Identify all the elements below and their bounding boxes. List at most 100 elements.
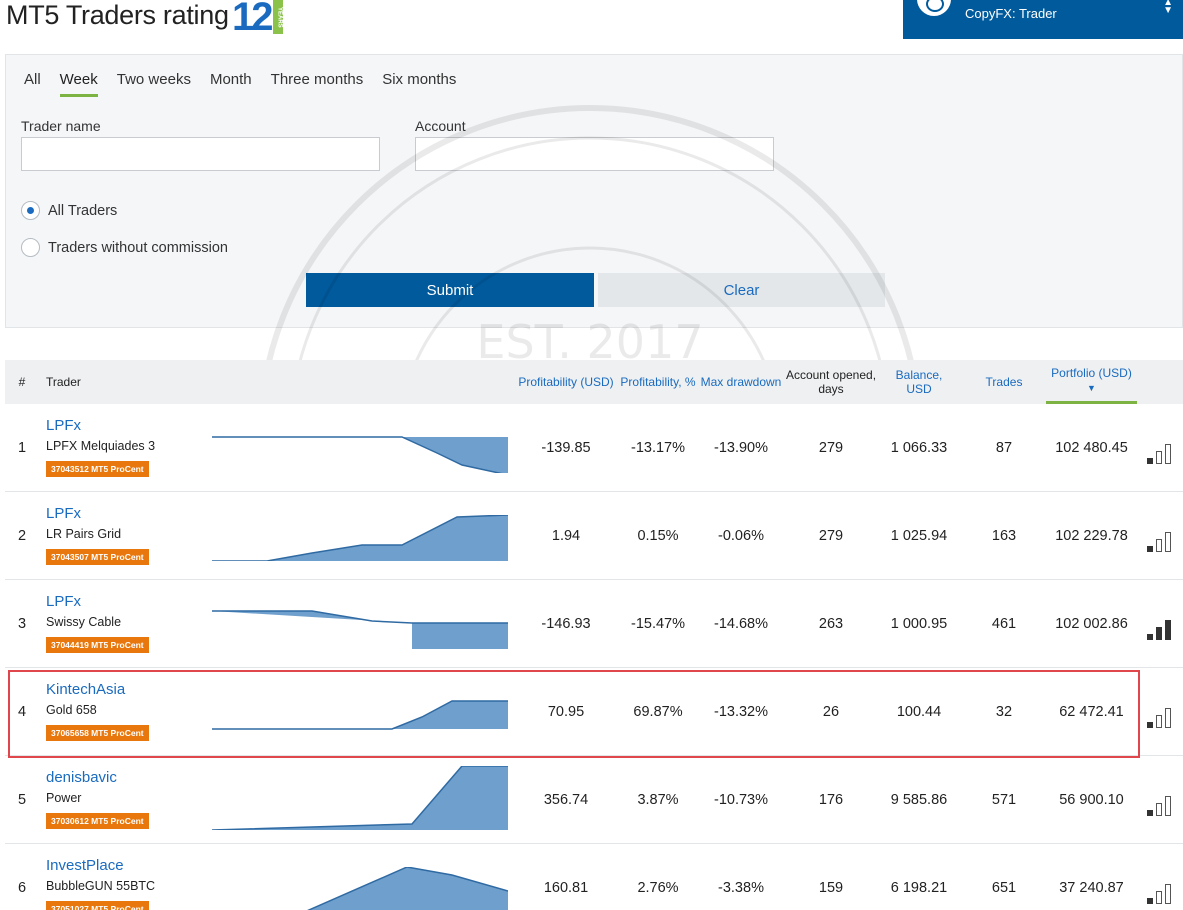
signal-strength-icon <box>1147 616 1179 640</box>
account-badge: 37051027 MT5 ProCent <box>46 901 149 910</box>
account-badge: 37044419 MT5 ProCent <box>46 637 149 653</box>
column-header-profitability-usd[interactable]: Profitability (USD) <box>518 375 614 389</box>
max-drawdown: -13.32% <box>713 704 768 720</box>
account-opened-days: 279 <box>818 440 844 456</box>
row-rank: 2 <box>17 528 27 544</box>
table-row[interactable]: 6 InvestPlace BubbleGUN 55BTC 37051027 M… <box>5 844 1183 910</box>
chevron-updown-icon[interactable]: ▲ ▼ <box>1163 0 1173 16</box>
portfolio-usd: 62 472.41 <box>1059 704 1124 720</box>
radio-without-commission-label: Traders without commission <box>48 239 228 256</box>
trader-name-link[interactable]: LPFx <box>46 593 82 610</box>
signal-bar <box>1165 532 1171 552</box>
column-header-trader: Trader <box>46 375 81 389</box>
profitability-pct: 3.87% <box>637 792 679 808</box>
table-row[interactable]: 2 LPFx LR Pairs Grid 37043507 MT5 ProCen… <box>5 492 1183 580</box>
tab-all[interactable]: All <box>24 71 41 88</box>
account-field-label: Account <box>415 118 466 134</box>
filter-panel: All Week Two weeks Month Three months Si… <box>5 54 1183 328</box>
clear-button[interactable]: Clear <box>598 273 885 307</box>
profitability-pct: -15.47% <box>630 616 685 632</box>
account-opened-days: 263 <box>818 616 844 632</box>
trader-block: LPFx LPFX Melquiades 3 37043512 MT5 ProC… <box>46 417 155 477</box>
trader-block: denisbavic Power 37030612 MT5 ProCent <box>46 769 149 829</box>
tab-week[interactable]: Week <box>59 71 98 97</box>
radio-button[interactable] <box>21 238 40 257</box>
trader-name-link[interactable]: LPFx <box>46 417 82 434</box>
signal-bar <box>1156 715 1162 728</box>
column-header-profitability-pct[interactable]: Profitability, % <box>620 375 696 389</box>
signal-bar <box>1156 891 1162 904</box>
signal-bar <box>1147 722 1153 728</box>
column-header-max-drawdown[interactable]: Max drawdown <box>700 375 782 389</box>
trades-count: 461 <box>991 616 1017 632</box>
max-drawdown: -10.73% <box>713 792 768 808</box>
column-header-balance[interactable]: Balance, USD <box>895 368 943 396</box>
tab-month[interactable]: Month <box>209 71 252 88</box>
signal-bar <box>1147 458 1153 464</box>
profitability-pct: 2.76% <box>637 880 679 896</box>
tab-three-months[interactable]: Three months <box>270 71 364 88</box>
profitability-pct: -13.17% <box>630 440 685 456</box>
signal-strength-icon <box>1147 704 1179 728</box>
table-row[interactable]: 5 denisbavic Power 37030612 MT5 ProCent … <box>5 756 1183 844</box>
account-opened-days: 159 <box>818 880 844 896</box>
strategy-name: LR Pairs Grid <box>46 527 122 541</box>
signal-strength-icon <box>1147 792 1179 816</box>
table-row[interactable]: 1 LPFx LPFX Melquiades 3 37043512 MT5 Pr… <box>5 404 1183 492</box>
portfolio-usd: 102 480.45 <box>1055 440 1128 456</box>
profitability-usd: -146.93 <box>541 616 591 632</box>
tab-six-months[interactable]: Six months <box>382 71 457 88</box>
radio-button-checked[interactable] <box>21 201 40 220</box>
signal-bar <box>1156 627 1162 640</box>
signal-strength-icon <box>1147 880 1179 904</box>
submit-button[interactable]: Submit <box>306 273 594 307</box>
table-row[interactable]: 4 KintechAsia Gold 658 37065658 MT5 ProC… <box>5 668 1183 756</box>
signal-bar <box>1165 620 1171 640</box>
column-header-portfolio[interactable]: Portfolio (USD) ▼ <box>1046 360 1137 404</box>
rating-table-header: # Trader Profitability (USD) Profitabili… <box>5 360 1183 404</box>
strategy-name: BubbleGUN 55BTC <box>46 879 156 893</box>
column-header-rank: # <box>18 375 26 389</box>
max-drawdown: -0.06% <box>718 528 764 544</box>
signal-bar <box>1165 884 1171 904</box>
signal-bar <box>1165 444 1171 464</box>
radio-without-commission[interactable]: Traders without commission <box>21 238 228 257</box>
radio-all-traders-label: All Traders <box>48 202 118 219</box>
signal-bar <box>1147 810 1153 816</box>
profitability-usd: 70.95 <box>547 704 585 720</box>
profitability-pct: 69.87% <box>633 704 683 720</box>
trader-block: KintechAsia Gold 658 37065658 MT5 ProCen… <box>46 681 149 741</box>
profitability-pct: 0.15% <box>637 528 679 544</box>
portfolio-usd: 56 900.10 <box>1059 792 1124 808</box>
account-opened-days: 176 <box>818 792 844 808</box>
years-badge-number: 12 <box>232 0 273 39</box>
signal-bar <box>1165 708 1171 728</box>
radio-all-traders[interactable]: All Traders <box>21 201 117 220</box>
trader-name-link[interactable]: LPFx <box>46 505 82 522</box>
trader-name-link[interactable]: KintechAsia <box>46 681 126 698</box>
account-switcher[interactable]: CopyFX: Trader ▲ ▼ <box>903 0 1183 39</box>
signal-bar <box>1156 539 1162 552</box>
trader-block: LPFx Swissy Cable 37044419 MT5 ProCent <box>46 593 149 653</box>
trader-name-link[interactable]: denisbavic <box>46 769 117 786</box>
signal-bar <box>1147 898 1153 904</box>
page-title: MT5 Traders rating <box>6 0 229 30</box>
account-input[interactable] <box>415 137 774 171</box>
row-rank: 6 <box>17 880 27 896</box>
trader-name-link[interactable]: InvestPlace <box>46 857 124 874</box>
trader-block: InvestPlace BubbleGUN 55BTC 37051027 MT5… <box>46 857 155 910</box>
signal-bar <box>1165 796 1171 816</box>
tab-two-weeks[interactable]: Two weeks <box>116 71 191 88</box>
sort-desc-icon: ▼ <box>1087 383 1096 393</box>
column-header-trades[interactable]: Trades <box>985 375 1023 389</box>
max-drawdown: -3.38% <box>718 880 764 896</box>
row-rank: 3 <box>17 616 27 632</box>
profitability-usd: -139.85 <box>541 440 591 456</box>
trader-name-input[interactable] <box>21 137 380 171</box>
trader-name-label: Trader name <box>21 118 101 134</box>
table-row[interactable]: 3 LPFx Swissy Cable 37044419 MT5 ProCent… <box>5 580 1183 668</box>
equity-sparkline <box>212 766 508 830</box>
row-rank: 1 <box>17 440 27 456</box>
balance-usd: 9 585.86 <box>890 792 948 808</box>
signal-strength-icon <box>1147 440 1179 464</box>
